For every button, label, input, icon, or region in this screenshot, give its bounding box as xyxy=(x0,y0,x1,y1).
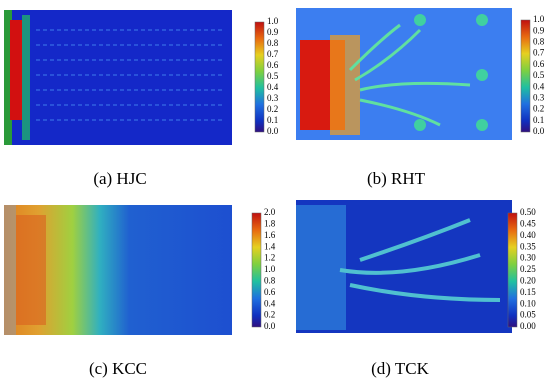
colorbar-tick-label: 0.10 xyxy=(520,298,536,308)
panel-caption: (a) HJC xyxy=(93,169,146,188)
colorbar-tick-label: 0.6 xyxy=(264,287,276,297)
colorbar-tick-label: 0.0 xyxy=(264,321,276,331)
colorbar-tick-label: 0.2 xyxy=(533,104,544,114)
colorbar-tick-label: 0.8 xyxy=(267,38,279,48)
colorbar-tick-label: 0.0 xyxy=(533,126,545,136)
colorbar-tick-label: 0.4 xyxy=(264,298,276,308)
colorbar-tick-label: 0.00 xyxy=(520,321,536,331)
colorbar-tick-label: 2.0 xyxy=(264,207,276,217)
panel-a-image xyxy=(4,10,232,145)
panel-c-image xyxy=(4,205,232,335)
colorbar-tick-label: 0.4 xyxy=(533,81,545,91)
colorbar-tick-label: 0.25 xyxy=(520,264,536,274)
colorbar-tick-label: 0.50 xyxy=(520,207,536,217)
colorbar-tick-label: 0.45 xyxy=(520,218,536,228)
colorbar-tick-label: 0.3 xyxy=(533,92,545,102)
colorbar-tick-label: 0.8 xyxy=(533,36,545,46)
colorbar-tick-label: 1.2 xyxy=(264,253,275,263)
colorbar xyxy=(520,19,531,133)
colorbar-tick-label: 0.5 xyxy=(533,70,545,80)
colorbar-tick-label: 0.8 xyxy=(264,275,276,285)
colorbar-tick-label: 0.9 xyxy=(533,25,545,35)
colorbar-tick-label: 0.6 xyxy=(267,60,279,70)
colorbar xyxy=(507,212,518,328)
colorbar-tick-label: 0.5 xyxy=(267,71,279,81)
colorbar-tick-label: 0.05 xyxy=(520,310,536,320)
colorbar-tick-label: 0.1 xyxy=(533,115,544,125)
panel-caption: (d) TCK xyxy=(371,359,429,378)
colorbar-tick-label: 0.3 xyxy=(267,93,279,103)
panel-b-image xyxy=(296,8,512,140)
colorbar-tick-label: 0.7 xyxy=(533,48,545,58)
colorbar-tick-label: 0.9 xyxy=(267,27,279,37)
colorbar-tick-label: 0.6 xyxy=(533,59,545,69)
colorbar-tick-label: 0.2 xyxy=(264,310,275,320)
panel-caption: (c) KCC xyxy=(89,359,147,378)
colorbar-tick-label: 0.20 xyxy=(520,275,536,285)
colorbar-tick-label: 1.8 xyxy=(264,218,276,228)
colorbar-tick-label: 0.15 xyxy=(520,287,536,297)
colorbar-tick-label: 0.7 xyxy=(267,49,279,59)
panel-d-image xyxy=(296,200,512,333)
colorbar-tick-label: 0.30 xyxy=(520,253,536,263)
colorbar-tick-label: 1.0 xyxy=(267,16,279,26)
colorbar-tick-label: 0.35 xyxy=(520,241,536,251)
colorbar-tick-label: 0.1 xyxy=(267,115,278,125)
colorbar-tick-label: 0.4 xyxy=(267,82,279,92)
colorbar-tick-label: 0.0 xyxy=(267,126,279,136)
colorbar-tick-label: 1.0 xyxy=(533,14,545,24)
colorbar-tick-label: 1.6 xyxy=(264,230,276,240)
colorbar-tick-label: 1.4 xyxy=(264,241,276,251)
colorbar-tick-label: 0.40 xyxy=(520,230,536,240)
colorbar xyxy=(254,21,265,133)
panel-caption: (b) RHT xyxy=(367,169,426,188)
colorbar-tick-label: 0.2 xyxy=(267,104,278,114)
colorbar xyxy=(251,212,262,328)
colorbar-tick-label: 1.0 xyxy=(264,264,276,274)
